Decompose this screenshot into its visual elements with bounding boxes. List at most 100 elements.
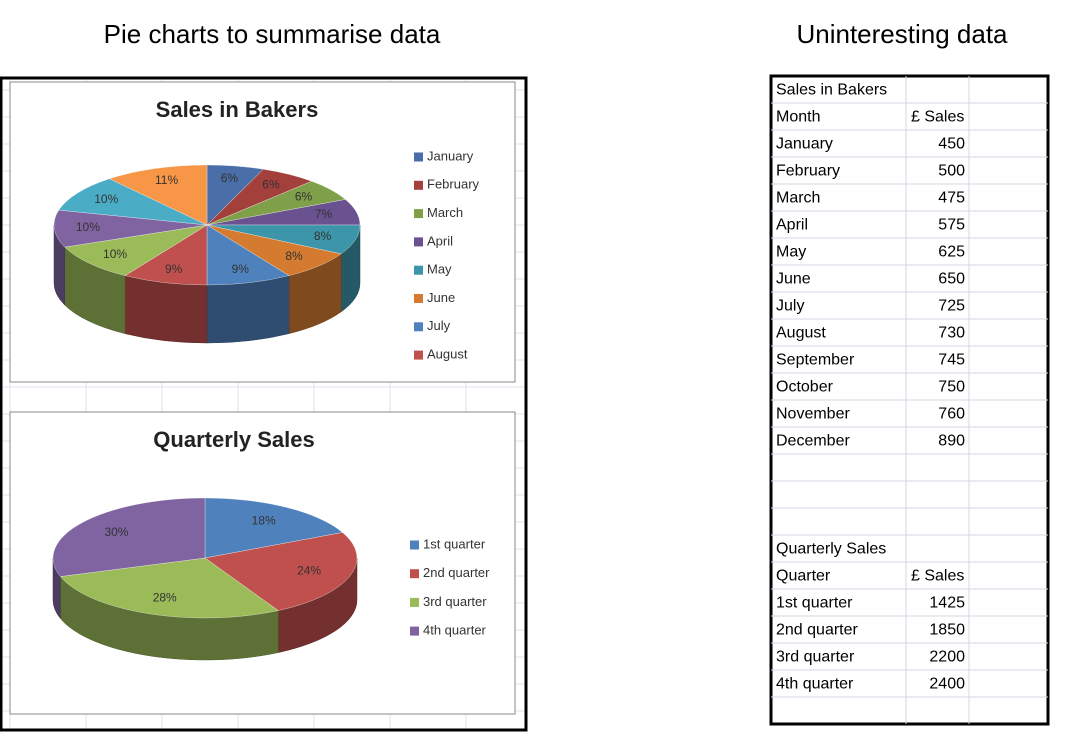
cell-text: 1425 <box>929 595 965 612</box>
pie-slice <box>60 557 279 619</box>
cell-text: 3rd quarter <box>776 649 855 666</box>
legend-swatch <box>414 180 423 190</box>
data-label: 6% <box>295 190 313 204</box>
legend-label: 4th quarter <box>423 623 487 638</box>
legend-label: 1st quarter <box>423 536 486 551</box>
cell-text: 475 <box>938 190 965 207</box>
chart-title: Quarterly Sales <box>153 427 314 452</box>
legend-label: July <box>427 318 451 333</box>
cell-text: December <box>776 433 850 450</box>
cell-text: 575 <box>938 217 965 234</box>
legend-label: May <box>427 262 452 277</box>
cell-text: July <box>776 298 804 315</box>
cell-text: October <box>776 379 834 396</box>
legend-swatch <box>414 265 423 275</box>
pie-tops <box>52 497 358 619</box>
cell-text: 500 <box>938 163 965 180</box>
pie-sides <box>52 557 358 661</box>
cell-text: 450 <box>938 136 965 153</box>
cell-text: March <box>776 190 820 207</box>
legend-swatch <box>414 152 423 162</box>
cell-text: 1st quarter <box>776 595 853 612</box>
cell-text: April <box>776 217 808 234</box>
legend-swatch <box>414 294 423 303</box>
data-label: 8% <box>314 229 332 243</box>
cell-text: 730 <box>938 325 965 342</box>
legend-swatch <box>410 540 419 550</box>
pie-labels: 6% 6%6%7%8%8%9%9%10%10%10%11% <box>76 171 333 276</box>
heading: Uninteresting data <box>796 19 1008 49</box>
legend-swatch <box>414 350 423 360</box>
legend-swatch <box>414 237 423 247</box>
cell-text: £ Sales <box>911 568 964 585</box>
legend-label: 2nd quarter <box>423 565 490 580</box>
legend-label: April <box>427 233 453 248</box>
pie-slice <box>206 224 290 286</box>
cell-text: Quarter <box>776 568 831 585</box>
cell-text: Sales in Bakers <box>776 82 887 99</box>
data-label: 9% <box>165 262 183 276</box>
legend-swatch <box>410 597 419 607</box>
cell-text: £ Sales <box>911 109 964 126</box>
cell-text: May <box>776 244 806 261</box>
data-label: 9% <box>232 262 250 276</box>
data-label: 6% <box>221 171 239 185</box>
pie-slice <box>53 209 208 248</box>
cell-text: 4th quarter <box>776 676 854 693</box>
pie-sides <box>53 224 361 344</box>
cell-text: 750 <box>938 379 965 396</box>
cell-text: 1850 <box>929 622 965 639</box>
cell-text: November <box>776 406 850 423</box>
data-label: 7% <box>315 207 333 221</box>
pie-tops <box>53 164 361 286</box>
cell-text: Quarterly Sales <box>776 541 886 558</box>
legend-swatch <box>414 209 423 219</box>
legend-label: 3rd quarter <box>423 594 487 609</box>
data-label: 6% <box>262 178 280 192</box>
pie-slice <box>52 497 206 577</box>
cell-text: August <box>776 325 826 342</box>
table: Sales in Bakers Month £ Sales January 450 Feb… <box>771 76 1048 724</box>
data-label: 18% <box>252 514 276 528</box>
data-label: 11% <box>155 173 178 187</box>
legend-label: March <box>427 205 463 220</box>
cell-text: June <box>776 271 811 288</box>
data-label: 10% <box>76 220 100 234</box>
cell-text: 725 <box>938 298 965 315</box>
pie-slice <box>58 178 208 226</box>
data-label: 10% <box>103 247 127 261</box>
cell-text: 890 <box>938 433 965 450</box>
data-label: 28% <box>153 590 177 604</box>
cell-text: 2200 <box>929 649 965 666</box>
data-label: 24% <box>297 564 321 578</box>
cell-text: February <box>776 163 840 180</box>
cell-text: 625 <box>938 244 965 261</box>
pie-slice <box>204 532 358 611</box>
pie-slice <box>124 224 208 286</box>
legend-swatch <box>410 569 419 579</box>
slice-side <box>124 275 208 344</box>
heading: Pie charts to summarise data <box>104 19 441 49</box>
legend-label: June <box>427 290 455 305</box>
cell-text: September <box>776 352 855 369</box>
cell-text: 650 <box>938 271 965 288</box>
data-label: 10% <box>94 192 118 206</box>
data-label: 30% <box>104 525 128 539</box>
slice-side <box>206 275 290 344</box>
legend-swatch <box>410 626 419 636</box>
cell-text: 745 <box>938 352 965 369</box>
cell-text: Month <box>776 109 820 126</box>
legend-label: January <box>427 148 474 163</box>
pie-slice <box>204 497 343 559</box>
pie-slice <box>109 164 208 226</box>
legend-swatch <box>414 322 423 332</box>
pie-slice <box>64 224 208 276</box>
legend-label: August <box>427 347 468 362</box>
cell-text: 2nd quarter <box>776 622 859 639</box>
pie-labels: 18% 24% 28% 30% <box>104 514 321 605</box>
data-label: 8% <box>285 249 303 263</box>
frame <box>0 76 528 732</box>
cell-text: 760 <box>938 406 965 423</box>
cell-text: January <box>776 136 833 153</box>
